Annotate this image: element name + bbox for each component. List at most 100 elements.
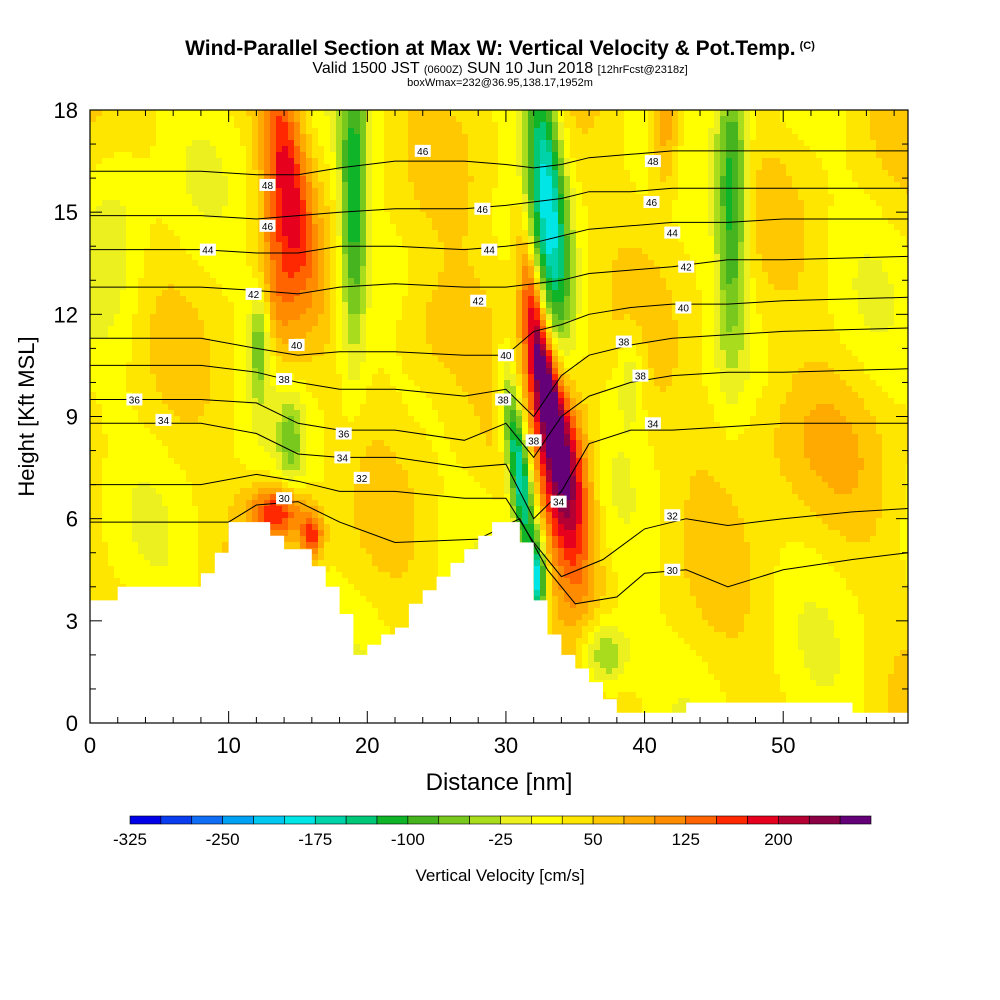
velocity-cell <box>708 146 715 153</box>
velocity-cell <box>510 122 517 129</box>
velocity-cell <box>798 272 805 279</box>
velocity-cell <box>294 260 301 267</box>
velocity-cell <box>738 176 745 183</box>
velocity-cell <box>714 164 721 171</box>
velocity-cell <box>540 170 547 177</box>
velocity-cell <box>612 308 619 315</box>
velocity-cell <box>210 110 217 117</box>
velocity-cell <box>792 182 799 189</box>
velocity-cell <box>648 188 655 195</box>
velocity-cell <box>114 146 121 153</box>
velocity-cell <box>480 314 487 321</box>
velocity-cell <box>168 302 175 309</box>
velocity-cell <box>258 278 265 285</box>
velocity-cell <box>288 218 295 225</box>
velocity-cell <box>468 236 475 243</box>
velocity-cell <box>846 212 853 219</box>
velocity-cell <box>390 188 397 195</box>
velocity-cell <box>708 290 715 297</box>
velocity-cell <box>312 212 319 219</box>
velocity-cell <box>204 170 211 177</box>
velocity-cell <box>792 302 799 309</box>
velocity-cell <box>288 212 295 219</box>
velocity-cell <box>264 260 271 267</box>
velocity-cell <box>654 110 661 117</box>
velocity-cell <box>360 266 367 273</box>
velocity-cell <box>558 134 565 141</box>
velocity-cell <box>132 200 139 207</box>
velocity-cell <box>372 224 379 231</box>
velocity-cell <box>360 218 367 225</box>
velocity-cell <box>498 266 505 273</box>
velocity-cell <box>330 134 337 141</box>
velocity-cell <box>246 182 253 189</box>
velocity-cell <box>546 320 553 327</box>
velocity-cell <box>228 308 235 315</box>
velocity-cell <box>252 170 259 177</box>
velocity-cell <box>384 110 391 117</box>
velocity-cell <box>846 128 853 135</box>
velocity-cell <box>204 182 211 189</box>
velocity-cell <box>720 200 727 207</box>
velocity-cell <box>606 116 613 123</box>
velocity-cell <box>540 194 547 201</box>
velocity-cell <box>792 170 799 177</box>
velocity-cell <box>150 158 157 165</box>
velocity-cell <box>666 290 673 297</box>
velocity-cell <box>432 110 439 117</box>
velocity-cell <box>882 182 889 189</box>
velocity-cell <box>180 260 187 267</box>
velocity-cell <box>534 254 541 261</box>
velocity-cell <box>726 170 733 177</box>
velocity-cell <box>294 122 301 129</box>
velocity-cell <box>498 176 505 183</box>
velocity-cell <box>228 158 235 165</box>
velocity-cell <box>582 212 589 219</box>
velocity-cell <box>528 140 535 147</box>
velocity-cell <box>678 254 685 261</box>
velocity-cell <box>210 182 217 189</box>
velocity-cell <box>216 182 223 189</box>
velocity-cell <box>222 278 229 285</box>
velocity-cell <box>330 230 337 237</box>
velocity-cell <box>246 110 253 117</box>
velocity-cell <box>642 170 649 177</box>
velocity-cell <box>582 320 589 327</box>
velocity-cell <box>576 206 583 213</box>
velocity-cell <box>174 326 181 333</box>
velocity-cell <box>708 206 715 213</box>
velocity-cell <box>162 134 169 141</box>
velocity-cell <box>228 134 235 141</box>
velocity-cell <box>828 122 835 129</box>
velocity-cell <box>558 170 565 177</box>
velocity-cell <box>474 320 481 327</box>
velocity-cell <box>534 188 541 195</box>
velocity-cell <box>822 236 829 243</box>
velocity-cell <box>558 224 565 231</box>
velocity-cell <box>534 314 541 321</box>
velocity-cell <box>726 236 733 243</box>
velocity-cell <box>858 314 865 321</box>
velocity-cell <box>816 110 823 117</box>
velocity-cell <box>294 158 301 165</box>
velocity-cell <box>270 290 277 297</box>
velocity-cell <box>156 158 163 165</box>
velocity-cell <box>438 116 445 123</box>
velocity-cell <box>846 122 853 129</box>
velocity-cell <box>876 194 883 201</box>
velocity-cell <box>252 278 259 285</box>
velocity-cell <box>858 128 865 135</box>
velocity-cell <box>222 194 229 201</box>
velocity-cell <box>342 308 349 315</box>
velocity-cell <box>408 194 415 201</box>
velocity-cell <box>858 320 865 327</box>
velocity-cell <box>120 272 127 279</box>
velocity-cell <box>528 152 535 159</box>
velocity-cell <box>516 278 523 285</box>
velocity-cell <box>120 314 127 321</box>
velocity-cell <box>558 188 565 195</box>
velocity-cell <box>540 188 547 195</box>
velocity-cell <box>822 182 829 189</box>
velocity-cell <box>762 314 769 321</box>
velocity-cell <box>666 284 673 291</box>
